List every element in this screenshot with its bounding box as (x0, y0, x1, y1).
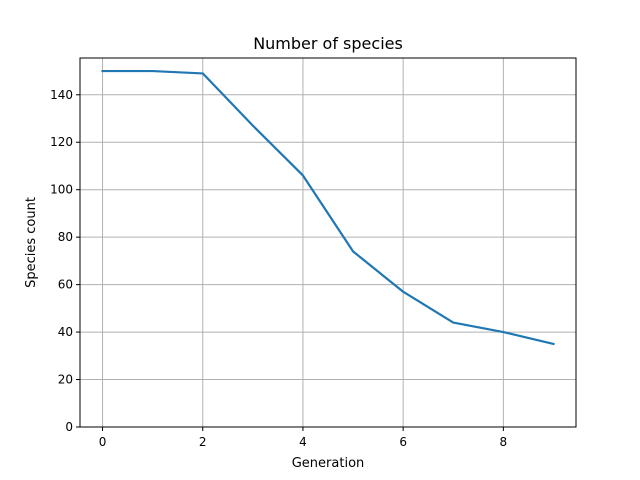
y-axis-label: Species count (24, 197, 39, 288)
y-tick-label: 80 (58, 230, 73, 244)
y-tick-label: 140 (50, 88, 73, 102)
x-tick-label: 2 (199, 435, 207, 449)
y-tick-label: 0 (65, 420, 73, 434)
species-count-line (101, 69, 555, 346)
x-tick-label: 6 (399, 435, 407, 449)
x-axis-label: Generation (292, 456, 365, 471)
y-tick-label: 60 (58, 278, 73, 292)
x-tick-label: 0 (99, 435, 107, 449)
y-tick-label: 120 (50, 135, 73, 149)
x-tick-label: 4 (299, 435, 307, 449)
y-tick-label: 20 (58, 373, 73, 387)
grid-lines (80, 58, 576, 428)
x-tick-label: 8 (500, 435, 508, 449)
chart-title: Number of species (253, 34, 403, 53)
series-group (101, 69, 555, 346)
y-tick-label: 100 (50, 183, 73, 197)
y-tick-label: 40 (58, 325, 73, 339)
plot-frame (79, 57, 577, 428)
